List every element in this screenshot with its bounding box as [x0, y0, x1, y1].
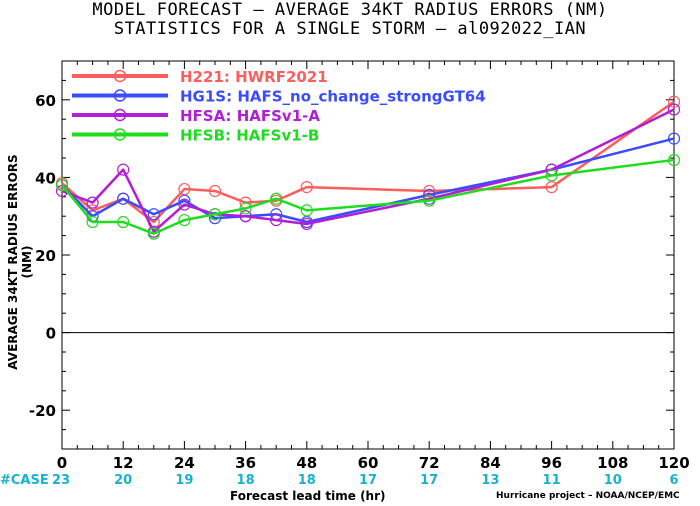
data-point — [423, 194, 436, 207]
y-tick-label: 40 — [35, 169, 56, 187]
case-count: 19 — [175, 473, 193, 488]
data-point — [208, 208, 222, 221]
data-point — [86, 196, 99, 209]
data-point — [300, 217, 313, 231]
data-point — [86, 215, 99, 229]
x-tick-label: 120 — [658, 454, 689, 472]
data-point — [270, 213, 283, 227]
x-tick-label: 60 — [358, 454, 379, 472]
data-point — [147, 208, 160, 221]
y-tick-label: -20 — [29, 402, 56, 420]
chart-title-line2: STATISTICS FOR A SINGLE STORM – al092022… — [113, 19, 587, 39]
data-point — [239, 202, 252, 215]
data-point — [667, 95, 681, 108]
case-count: 13 — [481, 473, 499, 488]
x-tick-label: 84 — [480, 454, 501, 472]
legend-label: HFSB: HAFSv1-B — [180, 127, 319, 145]
legend-marker — [113, 89, 127, 102]
x-tick-label: 108 — [597, 454, 628, 472]
data-point — [423, 184, 436, 198]
legend-label: HG1S: HAFS_no_change_strongGT64 — [180, 88, 486, 106]
data-point — [147, 227, 160, 240]
plot-frame — [61, 60, 675, 450]
x-tick-label: 72 — [419, 454, 440, 472]
legend-label: H221: HWRF2021 — [180, 68, 328, 86]
x-tick-label: 48 — [296, 454, 317, 472]
data-point — [208, 212, 222, 225]
case-count: 11 — [543, 473, 561, 488]
x-tick-label: 12 — [113, 454, 134, 472]
series-group — [55, 95, 681, 240]
legend-marker — [113, 69, 127, 83]
data-point — [55, 179, 69, 192]
data-point — [117, 163, 130, 176]
case-count: 18 — [298, 473, 316, 488]
x-tick-label: 36 — [235, 454, 256, 472]
case-count: 17 — [359, 473, 377, 488]
y-tick-label: 60 — [35, 92, 56, 110]
case-label: #CASE — [0, 473, 49, 488]
case-count: 23 — [52, 473, 70, 488]
y-tick-label: 20 — [35, 247, 56, 265]
credit-text: Hurricane project – NOAA/NCEP/EMC — [496, 491, 680, 501]
legend-marker — [113, 108, 127, 122]
data-point — [270, 192, 283, 205]
x-tick-label: 96 — [541, 454, 562, 472]
data-point — [178, 182, 191, 196]
case-count: 20 — [114, 473, 132, 488]
data-point — [239, 210, 252, 223]
data-point — [178, 213, 191, 227]
series-line — [61, 108, 675, 233]
chart-title-line1: MODEL FORECAST – AVERAGE 34KT RADIUS ERR… — [92, 0, 608, 20]
data-point — [117, 192, 130, 205]
data-point — [667, 132, 681, 145]
data-point — [545, 169, 558, 182]
series-line — [61, 137, 675, 224]
case-count: 6 — [669, 473, 678, 488]
y-tick-label: 0 — [46, 325, 56, 343]
x-tick-label: 24 — [174, 454, 195, 472]
data-point — [300, 181, 313, 194]
data-point — [117, 215, 130, 229]
x-tick-label: 0 — [57, 454, 67, 472]
x-axis-label: Forecast lead time (hr) — [230, 489, 386, 503]
data-point — [667, 103, 681, 116]
data-point — [178, 198, 191, 211]
case-count: 10 — [604, 473, 622, 488]
data-point — [667, 153, 681, 167]
data-point — [300, 204, 313, 217]
legend-marker — [113, 128, 127, 141]
case-count: 18 — [237, 473, 255, 488]
data-point — [208, 184, 222, 198]
data-point — [545, 181, 558, 194]
case-count: 17 — [420, 473, 438, 488]
legend-label: HFSA: HAFSv1-A — [180, 107, 320, 125]
